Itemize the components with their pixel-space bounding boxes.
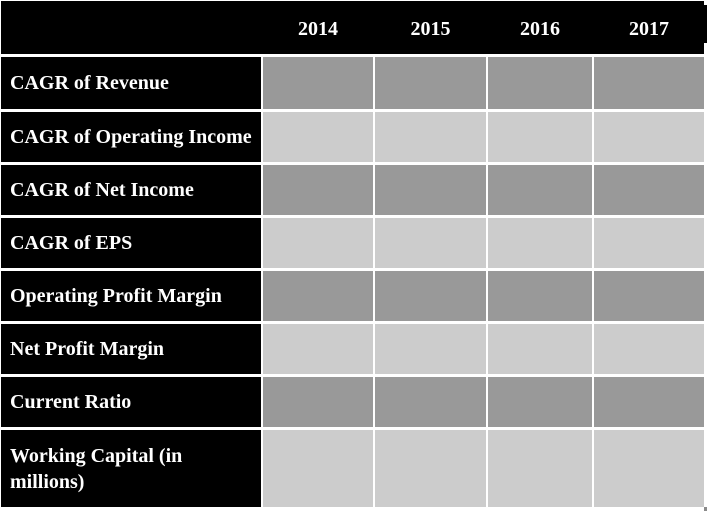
row-label-cagr-of-operating-income: CAGR of Operating Income	[1, 112, 261, 162]
table-cell[interactable]	[375, 430, 486, 507]
column-header-2016: 2016	[520, 18, 560, 40]
table-cell[interactable]	[488, 218, 592, 268]
table-cell[interactable]	[375, 165, 486, 215]
table-cell[interactable]	[263, 430, 373, 507]
table-cell[interactable]	[375, 324, 486, 374]
table-cell[interactable]	[594, 218, 704, 268]
table-cell[interactable]	[263, 112, 373, 162]
table-cell[interactable]	[375, 112, 486, 162]
row-label-text: Working Capital (in millions)	[10, 444, 183, 493]
table-cell[interactable]	[594, 271, 704, 321]
column-header-2015: 2015	[410, 18, 451, 40]
row-label-working-capital: Working Capital (in millions)	[1, 430, 261, 507]
row-label-operating-profit-margin: Operating Profit Margin	[1, 271, 261, 321]
header-corner-cell	[1, 1, 261, 54]
table-cell[interactable]	[594, 112, 704, 162]
screen-edge-artifact-bottom	[704, 507, 707, 511]
column-header-2017: 2017	[629, 18, 669, 40]
table-cell[interactable]	[488, 271, 592, 321]
table-cell[interactable]	[263, 377, 373, 427]
row-label-cagr-of-net-income: CAGR of Net Income	[1, 165, 261, 215]
table-cell[interactable]	[375, 271, 486, 321]
table-cell[interactable]	[375, 218, 486, 268]
table-cell[interactable]	[488, 112, 592, 162]
column-header-2014: 2014	[298, 18, 338, 40]
table-cell[interactable]	[488, 165, 592, 215]
table-cell[interactable]	[263, 57, 373, 109]
table-cell[interactable]	[594, 377, 704, 427]
row-label-cagr-of-eps: CAGR of EPS	[1, 218, 261, 268]
table-cell[interactable]	[488, 324, 592, 374]
table-cell[interactable]	[488, 57, 592, 109]
table-cell[interactable]	[263, 271, 373, 321]
table-header-row: 2014 2015 2016 2017	[1, 1, 704, 54]
table-cell[interactable]	[375, 57, 486, 109]
table-cell[interactable]	[263, 324, 373, 374]
table-cell[interactable]	[594, 430, 704, 507]
screen-edge-artifact-top	[704, 5, 707, 43]
table-cell[interactable]	[263, 165, 373, 215]
table-cell[interactable]	[488, 377, 592, 427]
row-label-current-ratio: Current Ratio	[1, 377, 261, 427]
row-label-cagr-of-revenue: CAGR of Revenue	[1, 57, 261, 109]
table-cell[interactable]	[594, 57, 704, 109]
table-cell[interactable]	[375, 377, 486, 427]
table-cell[interactable]	[263, 218, 373, 268]
row-label-net-profit-margin: Net Profit Margin	[1, 324, 261, 374]
table-cell[interactable]	[594, 165, 704, 215]
table-cell[interactable]	[594, 324, 704, 374]
table-cell[interactable]	[488, 430, 592, 507]
